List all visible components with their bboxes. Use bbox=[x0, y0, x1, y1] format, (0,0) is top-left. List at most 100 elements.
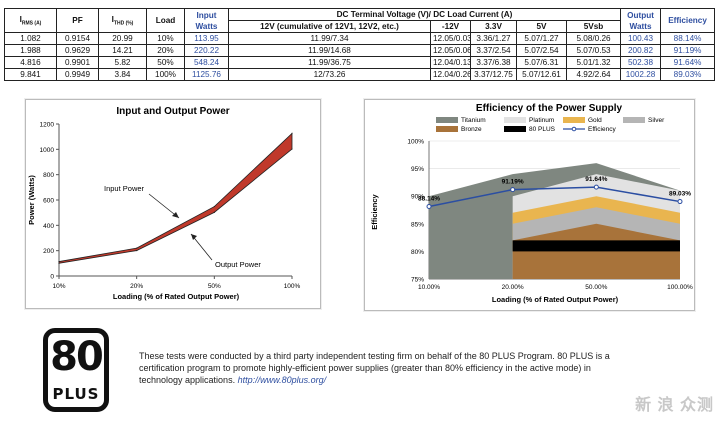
cell-m12: 12.04/0.26 bbox=[430, 68, 471, 81]
cell-v12: 11.99/7.34 bbox=[228, 32, 431, 45]
cell-v33: 3.37/12.75 bbox=[470, 68, 517, 81]
x-tick-label: 10.00% bbox=[418, 284, 440, 291]
cell-v33: 3.37/2.54 bbox=[470, 44, 517, 57]
data-label: 91.64% bbox=[585, 176, 607, 183]
cell-m12: 12.05/0.06 bbox=[430, 44, 471, 57]
cell-irms: 9.841 bbox=[4, 68, 57, 81]
power-chart-panel: Input and Output Power 0 200 400 600 800 1000 1… bbox=[25, 99, 321, 309]
efficiency-chart: Efficiency of the Power Supply Titanium Pl… bbox=[370, 103, 693, 304]
header-irms: IRMS (A) bbox=[4, 8, 57, 33]
legend-label: Titanium bbox=[461, 117, 486, 124]
input-arrow-head bbox=[172, 212, 179, 218]
input-power-annotation: Input Power bbox=[104, 184, 145, 193]
efficiency-chart-panel: Efficiency of the Power Supply Titanium Pl… bbox=[364, 99, 695, 311]
y-tick-label: 0 bbox=[50, 274, 54, 281]
cell-input: 1125.76 bbox=[184, 68, 229, 81]
x-tick-label: 20% bbox=[130, 283, 143, 290]
cell-output: 100.43 bbox=[620, 32, 662, 45]
header-input-watts: Input Watts bbox=[184, 8, 229, 33]
efficiency-point bbox=[426, 203, 432, 209]
cell-load: 20% bbox=[146, 44, 185, 57]
cell-irms: 1.082 bbox=[4, 32, 57, 45]
table-row: 1.988 0.9629 14.21 20% 220.22 11.99/14.68 12.0… bbox=[4, 44, 716, 57]
y-tick-label: 80% bbox=[411, 249, 424, 256]
input-point bbox=[136, 247, 138, 249]
cell-v33: 3.36/1.27 bbox=[470, 32, 517, 45]
cell-vsb: 5.01/1.32 bbox=[565, 56, 622, 69]
x-axis-label: Loading (% of Rated Output Power) bbox=[113, 292, 240, 301]
cell-irms: 4.816 bbox=[4, 56, 57, 69]
x-tick-label: 20.00% bbox=[502, 284, 524, 291]
cell-v5: 5.07/2.54 bbox=[516, 44, 567, 57]
header-load: Load bbox=[146, 8, 185, 33]
header-output-watts: Output Watts bbox=[620, 8, 662, 33]
x-tick-label: 50% bbox=[208, 283, 221, 290]
80plus-link[interactable]: http://www.80plus.org/ bbox=[237, 375, 327, 385]
cell-ithd: 14.21 bbox=[98, 44, 147, 57]
y-tick-label: 200 bbox=[43, 248, 54, 255]
legend-swatch bbox=[436, 117, 458, 123]
legend-label: Gold bbox=[588, 117, 602, 124]
y-tick-label: 800 bbox=[43, 172, 54, 179]
legend-label: Bronze bbox=[461, 126, 482, 133]
y-tick-label: 95% bbox=[411, 166, 424, 173]
cell-eff: 88.14% bbox=[660, 32, 716, 45]
header-minus-12v: -12V bbox=[430, 20, 471, 33]
cell-v12: 12/73.26 bbox=[228, 68, 431, 81]
efficiency-point bbox=[677, 199, 683, 205]
cell-vsb: 5.07/0.53 bbox=[565, 44, 622, 57]
y-axis-label: Power (Watts) bbox=[27, 175, 36, 225]
header-ithd: ITHD (%) bbox=[98, 8, 147, 33]
data-label: 91.19% bbox=[502, 179, 524, 186]
y-tick-label: 75% bbox=[411, 277, 424, 284]
y-tick-label: 1200 bbox=[40, 122, 55, 129]
efficiency-point bbox=[593, 184, 599, 190]
cell-input: 548.24 bbox=[184, 56, 229, 69]
cell-output: 200.82 bbox=[620, 44, 662, 57]
data-label: 88.14% bbox=[418, 195, 440, 202]
legend-marker bbox=[571, 126, 577, 132]
x-tick-label: 50.00% bbox=[585, 284, 607, 291]
header-pf: PF bbox=[56, 8, 99, 33]
y-tick-label: 85% bbox=[411, 221, 424, 228]
header-dc-group: DC Terminal Voltage (V)/ DC Load Current… bbox=[227, 8, 622, 21]
header-efficiency: Efficiency bbox=[660, 8, 716, 33]
legend-label: Platinum bbox=[529, 117, 554, 124]
x-tick-label: 100% bbox=[284, 283, 301, 290]
output-point bbox=[58, 262, 60, 264]
cell-v5: 5.07/12.61 bbox=[516, 68, 567, 81]
power-chart: Input and Output Power 0 200 400 600 800 1000 1… bbox=[27, 106, 301, 301]
cell-input: 113.95 bbox=[184, 32, 229, 45]
footnote-text: These tests were conducted by a third pa… bbox=[139, 351, 610, 385]
legend-label: 80 PLUS bbox=[529, 126, 556, 133]
y-axis-label: Efficiency bbox=[370, 193, 379, 229]
y-tick-label: 100% bbox=[407, 139, 424, 146]
cell-v12: 11.99/14.68 bbox=[228, 44, 431, 57]
output-point bbox=[291, 148, 293, 150]
chart-title: Efficiency of the Power Supply bbox=[476, 103, 623, 114]
cell-v5: 5.07/6.31 bbox=[516, 56, 567, 69]
legend-swatch bbox=[504, 126, 526, 132]
cell-ithd: 3.84 bbox=[98, 68, 147, 81]
output-arrow-head bbox=[191, 234, 197, 240]
y-tick-label: 90% bbox=[411, 194, 424, 201]
cell-pf: 0.9901 bbox=[56, 56, 99, 69]
cell-v33: 3.37/6.38 bbox=[470, 56, 517, 69]
cell-output: 502.38 bbox=[620, 56, 662, 69]
cell-output: 1002.28 bbox=[620, 68, 662, 81]
y-tick-label: 600 bbox=[43, 198, 54, 205]
y-tick-label: 400 bbox=[43, 223, 54, 230]
cell-eff: 91.64% bbox=[660, 56, 716, 69]
80-plus-logo: 80 PLUS bbox=[43, 328, 109, 412]
cell-pf: 0.9154 bbox=[56, 32, 99, 45]
cell-eff: 89.03% bbox=[660, 68, 716, 81]
efficiency-line bbox=[428, 186, 681, 208]
y-tick-label: 1000 bbox=[40, 147, 55, 154]
x-axis-label: Loading (% of Rated Output Power) bbox=[492, 295, 619, 304]
logo-word: PLUS bbox=[52, 385, 100, 403]
cell-pf: 0.9629 bbox=[56, 44, 99, 57]
legend-swatch bbox=[623, 117, 645, 123]
header-3v3: 3.3V bbox=[470, 20, 517, 33]
cell-ithd: 5.82 bbox=[98, 56, 147, 69]
cell-load: 10% bbox=[146, 32, 185, 45]
